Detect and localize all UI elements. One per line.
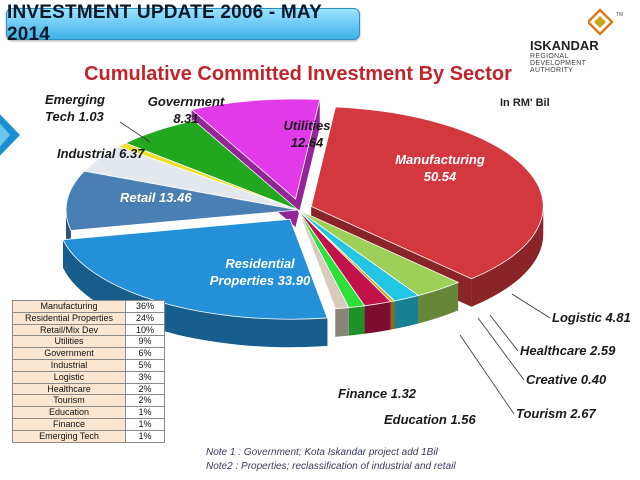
- unit-label: In RM' Bil: [500, 97, 550, 109]
- table-cell-percent: 6%: [125, 347, 165, 360]
- table-row: Government 6%: [12, 347, 165, 360]
- leader-line-tourism: [459, 334, 515, 415]
- pie-slice-side: [335, 307, 349, 337]
- slice-label-creative: Creative 0.40: [526, 372, 607, 387]
- pie-slice-tourism: [297, 209, 392, 334]
- title-banner: INVESTMENT UPDATE 2006 - MAY 2014: [6, 2, 360, 45]
- logo-mark-icon: TM: [588, 8, 623, 36]
- table-cell-sector: Utilities: [12, 335, 126, 349]
- logo-tm: TM: [616, 12, 623, 18]
- table-row: Utilities 9%: [12, 335, 165, 349]
- table-cell-percent: 9%: [125, 335, 165, 349]
- leader-line-healthcare: [489, 314, 519, 352]
- slice-label-retail: Retail 13.46: [120, 190, 192, 205]
- table-row: Manufacturing 36%: [12, 300, 165, 313]
- table-cell-sector: Finance: [12, 417, 126, 431]
- slice-label-manufacturing: Manufacturing 50.54: [395, 152, 485, 184]
- table-row: Finance 1%: [12, 417, 165, 431]
- pie-slice-top: [297, 209, 350, 310]
- table-cell-sector: Retail/Mix Dev: [12, 323, 126, 337]
- table-cell-sector: Government: [12, 347, 126, 360]
- pie-slice-residential-properties: [62, 218, 328, 348]
- note-1: Note 1 : Government; Kota Iskandar proje…: [206, 447, 438, 458]
- logo-name: ISKANDAR: [530, 38, 599, 53]
- table-cell-percent: 2%: [125, 382, 165, 396]
- iskandar-logo: TM ISKANDAR REGIONAL DEVELOPMENT AUTHORI…: [530, 6, 632, 74]
- logo-sub-2: DEVELOPMENT: [530, 60, 587, 67]
- table-cell-sector: Residential Properties: [12, 311, 126, 325]
- table-row: Education 1%: [12, 406, 165, 419]
- slice-label-utilities: Utilities 12.64: [284, 118, 331, 150]
- table-cell-percent: 2%: [125, 394, 165, 408]
- table-cell-percent: 10%: [125, 323, 165, 337]
- table-cell-percent: 1%: [125, 406, 165, 419]
- table-cell-sector: Education: [12, 406, 126, 419]
- table-cell-percent: 36%: [125, 300, 165, 313]
- pie-slice-side: [394, 295, 419, 329]
- table-cell-sector: Manufacturing: [12, 300, 126, 313]
- table-row: Healthcare 2%: [12, 382, 165, 396]
- pie-slice-side: [471, 206, 544, 307]
- pie-slice-side: [348, 305, 365, 336]
- pie-slice-top: [190, 98, 321, 200]
- table-row: Tourism 2%: [12, 394, 165, 408]
- table-cell-sector: Logistic: [12, 370, 126, 384]
- table-cell-sector: Tourism: [12, 394, 126, 408]
- pie-slice-top: [65, 170, 299, 231]
- logo-sub-1: REGIONAL: [530, 53, 569, 60]
- pie-slice-wall: [295, 99, 320, 227]
- slice-label-finance: Finance 1.32: [338, 386, 417, 401]
- pie-slice-side: [418, 282, 459, 324]
- slice-label-residential-properties: Residential Properties 33.90: [210, 256, 311, 288]
- table-row: Emerging Tech 1%: [12, 429, 165, 443]
- table-row: Logistic 3%: [12, 370, 165, 384]
- table-row: Retail/Mix Dev 10%: [12, 323, 165, 337]
- sector-share-table: Manufacturing 36% Residential Properties 24…: [12, 300, 165, 443]
- slice-label-government: Government 8.31: [148, 94, 225, 126]
- table-cell-sector: Emerging Tech: [12, 429, 126, 443]
- pie-slice-top: [310, 106, 544, 280]
- table-cell-percent: 1%: [125, 417, 165, 431]
- note-2: Note2 : Properties; reclassification of …: [206, 461, 456, 472]
- slice-label-emerging-tech: Emerging Tech 1.03: [45, 92, 105, 124]
- table-cell-percent: 3%: [125, 370, 165, 384]
- chart-title: Cumulative Committed Investment By Secto…: [84, 63, 512, 85]
- slice-label-tourism: Tourism 2.67: [516, 406, 596, 421]
- logo-sub-3: AUTHORITY: [530, 67, 574, 74]
- decorative-diamond-icon: [0, 114, 20, 156]
- slice-label-industrial: Industrial 6.37: [57, 146, 145, 161]
- page-title: INVESTMENT UPDATE 2006 - MAY 2014: [7, 2, 322, 45]
- slice-label-healthcare: Healthcare 2.59: [520, 343, 616, 358]
- leader-line-emerging-tech: [119, 121, 151, 143]
- table-cell-sector: Industrial: [12, 358, 126, 372]
- table-cell-sector: Healthcare: [12, 382, 126, 396]
- table-row: Residential Properties 24%: [12, 311, 165, 325]
- table-cell-percent: 1%: [125, 429, 165, 443]
- table-cell-percent: 5%: [125, 358, 165, 372]
- pie-slice-side: [364, 301, 391, 334]
- leader-line-logistic: [511, 293, 551, 319]
- pie-slice-healthcare: [297, 209, 420, 329]
- slice-label-education: Education 1.56: [384, 412, 477, 427]
- pie-slice-side: [390, 300, 395, 330]
- pie-slice-finance: [297, 209, 350, 337]
- table-row: Industrial 5%: [12, 358, 165, 372]
- leader-line-creative: [477, 317, 525, 381]
- table-cell-percent: 24%: [125, 311, 165, 325]
- slice-label-logistic: Logistic 4.81: [552, 310, 631, 325]
- pie-slice-side: [62, 239, 328, 348]
